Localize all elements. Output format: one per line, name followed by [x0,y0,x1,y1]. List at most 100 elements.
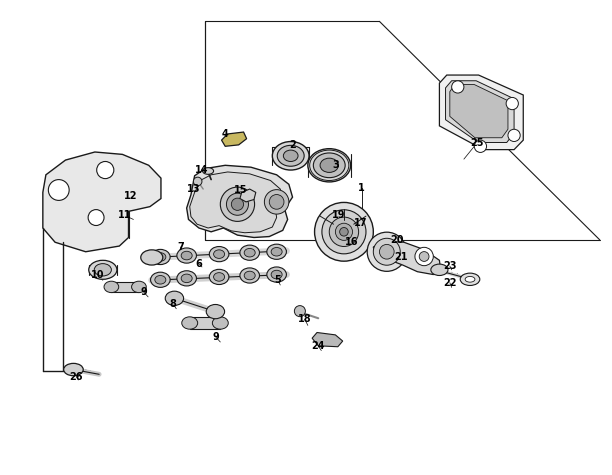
Polygon shape [222,132,247,146]
Text: 24: 24 [312,341,325,351]
Ellipse shape [267,244,286,259]
Circle shape [193,177,202,186]
Text: 14: 14 [195,165,209,175]
Ellipse shape [64,363,83,376]
Ellipse shape [151,249,170,265]
Ellipse shape [94,264,111,276]
Ellipse shape [212,317,228,329]
Text: 7: 7 [177,242,184,252]
Ellipse shape [155,276,166,284]
Text: 11: 11 [118,210,131,220]
Ellipse shape [89,260,117,279]
Ellipse shape [283,150,298,162]
Text: 3: 3 [332,160,340,171]
Text: 5: 5 [274,275,282,285]
Ellipse shape [244,271,255,280]
Circle shape [379,245,394,259]
Text: 16: 16 [345,237,359,247]
Polygon shape [446,81,514,142]
Ellipse shape [209,269,229,285]
Ellipse shape [313,153,345,178]
Text: 25: 25 [471,137,484,148]
Text: 6: 6 [195,258,203,269]
Ellipse shape [277,145,304,166]
Bar [190,317,220,329]
Circle shape [335,223,353,240]
Ellipse shape [271,270,282,279]
Ellipse shape [460,273,480,285]
Circle shape [329,217,359,247]
Circle shape [419,252,429,261]
Circle shape [322,210,366,254]
Polygon shape [312,332,343,347]
Circle shape [264,190,289,214]
Text: 26: 26 [70,371,83,382]
Ellipse shape [203,168,214,174]
Ellipse shape [214,250,225,258]
Ellipse shape [431,264,448,276]
Text: 13: 13 [187,184,200,194]
Text: 2: 2 [289,140,296,150]
Text: 18: 18 [298,314,312,324]
Polygon shape [190,172,283,233]
Text: 20: 20 [390,235,403,245]
Circle shape [506,97,518,110]
Ellipse shape [181,251,192,260]
Text: 12: 12 [124,191,137,201]
Circle shape [367,232,406,271]
Ellipse shape [177,248,196,263]
Circle shape [452,81,464,93]
Text: 10: 10 [91,270,105,281]
Ellipse shape [214,273,225,281]
Ellipse shape [141,250,163,265]
Ellipse shape [181,274,192,283]
Text: 8: 8 [170,299,177,309]
Circle shape [315,202,373,261]
Ellipse shape [240,245,259,260]
Circle shape [220,187,255,221]
Circle shape [415,247,433,266]
Ellipse shape [209,247,229,262]
Ellipse shape [155,253,166,261]
Circle shape [269,195,284,209]
Circle shape [340,228,348,236]
Ellipse shape [244,248,255,257]
Polygon shape [43,152,161,252]
Circle shape [373,238,400,265]
Polygon shape [373,241,441,275]
Polygon shape [240,189,256,202]
Circle shape [294,305,305,317]
Text: 23: 23 [443,261,457,271]
Text: 9: 9 [140,287,147,297]
Polygon shape [439,75,523,150]
Text: 17: 17 [354,218,368,228]
Ellipse shape [177,271,196,286]
Ellipse shape [320,158,338,172]
Text: 19: 19 [332,210,346,220]
Polygon shape [187,165,293,238]
Circle shape [226,193,248,215]
Circle shape [97,162,114,179]
Text: 21: 21 [394,251,408,262]
Ellipse shape [182,317,198,329]
Circle shape [508,129,520,142]
Text: 1: 1 [358,182,365,193]
Polygon shape [450,85,508,138]
Ellipse shape [465,276,475,282]
Text: 4: 4 [221,129,228,140]
Ellipse shape [206,304,225,319]
Circle shape [88,209,104,226]
Bar [111,282,139,292]
Ellipse shape [267,267,286,282]
Ellipse shape [104,281,119,293]
Ellipse shape [240,268,259,283]
Ellipse shape [165,291,184,305]
Ellipse shape [272,142,309,170]
Ellipse shape [151,272,170,287]
Ellipse shape [132,281,146,293]
Text: 15: 15 [234,185,247,195]
Ellipse shape [271,247,282,256]
Ellipse shape [308,149,351,182]
Circle shape [231,198,244,210]
Text: 22: 22 [443,277,457,288]
